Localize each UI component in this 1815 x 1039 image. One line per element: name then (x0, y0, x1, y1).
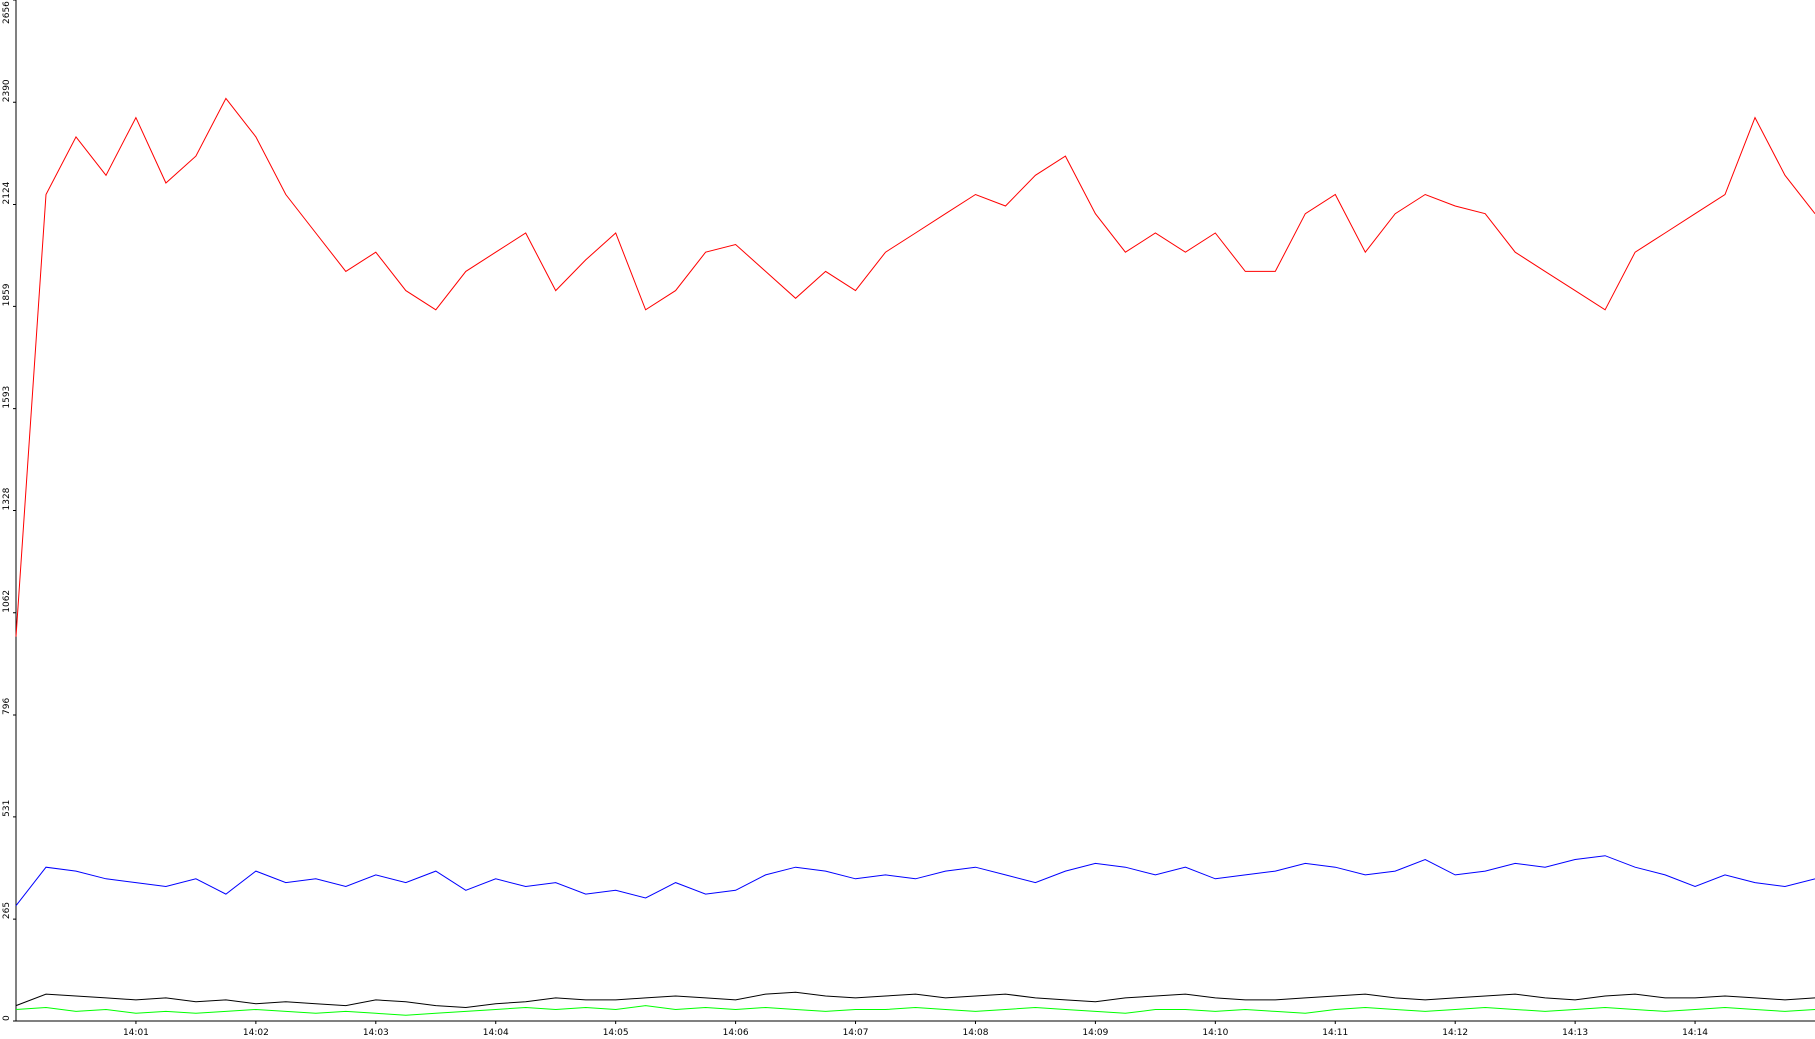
series-line (15, 1005, 1815, 1016)
y-tick-label: 796 (2, 698, 12, 715)
x-tick-label: 14:12 (1442, 1028, 1468, 1038)
y-tick-label: 2390 (2, 79, 12, 102)
series-line (15, 855, 1815, 907)
x-tick-label: 14:07 (843, 1028, 869, 1038)
y-tick-label: 2124 (2, 181, 12, 204)
y-tick-label: 2656 (2, 1, 12, 24)
series-line (15, 991, 1815, 1009)
x-tick-label: 14:04 (483, 1028, 509, 1038)
x-tick-label: 14:08 (962, 1028, 988, 1038)
x-tick-label: 14:05 (603, 1028, 629, 1038)
x-tick-label: 14:11 (1322, 1028, 1348, 1038)
x-tick-label: 14:09 (1082, 1028, 1108, 1038)
x-tick-label: 14:10 (1202, 1028, 1228, 1038)
y-tick-label: 1328 (2, 487, 12, 510)
y-tick-label: 0 (2, 1015, 12, 1021)
y-tick-label: 531 (2, 800, 12, 817)
x-tick-label: 14:14 (1682, 1028, 1708, 1038)
x-tick-label: 14:06 (723, 1028, 749, 1038)
series-line (15, 97, 1815, 637)
y-tick-label: 1593 (2, 386, 12, 409)
y-tick-label: 1062 (2, 590, 12, 613)
y-tick-label: 1859 (2, 283, 12, 306)
x-tick-label: 14:01 (123, 1028, 149, 1038)
y-tick-label: 265 (2, 902, 12, 919)
x-tick-label: 14:13 (1562, 1028, 1588, 1038)
x-tick-label: 14:02 (243, 1028, 269, 1038)
x-tick-label: 14:03 (363, 1028, 389, 1038)
